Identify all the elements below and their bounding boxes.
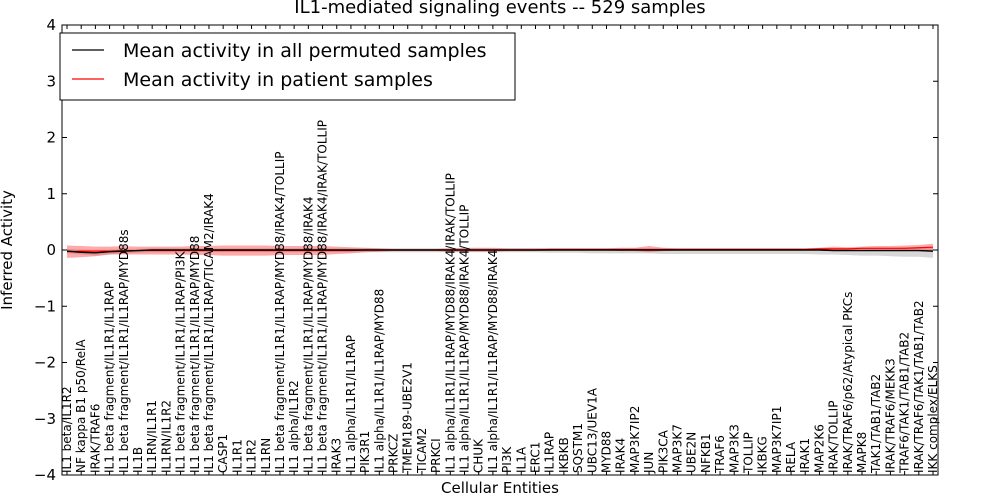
line-permuted-dots (66, 249, 934, 254)
y-tick-label: −4 (34, 466, 56, 484)
x-tick-label: JUN (642, 452, 656, 474)
y-tick-label: 4 (46, 16, 56, 34)
x-tick-label: IRAK/TRAF6/p62/Atypical PKCs (841, 292, 855, 473)
x-tick-label: IL1 alpha/IL1R2 (287, 380, 301, 473)
x-tick-label: IKBKB (557, 437, 571, 473)
x-tick-label: TMEM189-UBE2V1 (401, 362, 415, 474)
x-tick-label: MAP3K7 (670, 424, 684, 473)
x-tick-label: TRAF6 (713, 435, 727, 474)
x-tick-label: IRAK1 (798, 438, 812, 473)
x-tick-label: PRKCI (429, 438, 443, 473)
y-tick-label: 0 (46, 241, 56, 259)
x-tick-label: MAPK8 (855, 432, 869, 473)
x-tick-label: IRAK4 (614, 438, 628, 473)
x-tick-label: TOLLIP (741, 432, 755, 474)
x-tick-label: IL1RN/IL1R1 (145, 400, 159, 473)
x-tick-label: CASP1 (216, 434, 230, 473)
y-tick-label: −2 (34, 354, 56, 372)
x-tick-label: NFKB1 (699, 433, 713, 473)
x-tick-label: SQSTM1 (571, 423, 585, 473)
x-tick-label: IL1A (514, 446, 528, 473)
legend: Mean activity in all permuted samples Me… (59, 32, 516, 101)
x-tick-label: IL1 alpha/IL1R1/IL1RAP/MYD88 (372, 289, 386, 473)
x-tick-label: IKBKG (756, 436, 770, 473)
band-patient (67, 243, 933, 258)
x-tick-label: IKK complex/ELKS (926, 365, 940, 473)
x-tick-label: MAP3K7IP1 (770, 406, 784, 473)
x-tick-label: IL1R2 (245, 439, 259, 473)
y-tick-label: −1 (34, 297, 56, 315)
x-tick-label: CHUK (472, 438, 486, 473)
legend-label-patient: Mean activity in patient samples (123, 69, 433, 91)
x-tick-label: UBE2N (685, 432, 699, 473)
x-tick-label: RELA (784, 441, 798, 473)
x-tick-label: ERC1 (528, 442, 542, 473)
y-tick-label: −3 (34, 410, 56, 428)
x-tick-label: MAP3K7IP2 (628, 406, 642, 473)
x-tick-label: IL1 alpha/IL1R1/IL1RAP/MYD88/IRAK4/IRAK/… (443, 173, 457, 473)
x-tick-label: IL1 beta fragment/IL1R1/IL1RAP/MYD88/IRA… (301, 196, 315, 473)
y-axis: −4 −3 −2 −1 0 1 2 3 4 (34, 16, 938, 484)
x-tick-label: IL1 alpha/IL1R1/IL1RAP/MYD88/IRAK4 (486, 250, 500, 473)
x-tick-label: MAP2K6 (812, 424, 826, 473)
x-tick-label: IL1 beta fragment/IL1R1/IL1RAP (103, 282, 117, 473)
x-tick-label: IRAK/TRAF6 (88, 404, 102, 473)
x-tick-label: IRAK/TRAF6/MEKK3 (883, 358, 897, 473)
y-tick-label: 2 (46, 129, 56, 147)
x-tick-label: IRAK/TRAF6/TAK1/TAB1/TAB2 (912, 300, 926, 473)
x-tick-label: PIK3R1 (358, 431, 372, 473)
legend-label-permuted: Mean activity in all permuted samples (123, 40, 486, 62)
x-tick-label: NF kappa B1 p50/RelA (74, 339, 88, 473)
x-tick-label: IL1B (131, 447, 145, 473)
x-tick-label: IL1 beta fragment/IL1R1/IL1RAP/TICAM2/IR… (202, 193, 216, 473)
series-lines (66, 246, 934, 254)
y-tick-label: 3 (46, 72, 56, 90)
x-tick-label: PRKCZ (387, 434, 401, 473)
x-tick-label: TICAM2 (415, 428, 429, 474)
y-axis-title: Inferred Activity (0, 190, 16, 310)
x-tick-label: IL1 alpha/IL1R1/IL1RAP (344, 335, 358, 473)
y-tick-label: 1 (46, 185, 56, 203)
x-tick-label: IL1 beta fragment/IL1R1/IL1RAP/PI3K (174, 250, 188, 473)
x-tick-label: IL1RN/IL1R2 (159, 400, 173, 473)
x-tick-label: TAK1/TAB1/TAB2 (869, 374, 883, 474)
x-axis: IL1 beta/IL1R2 NF kappa B1 p50/RelA IRAK/T… (60, 25, 940, 475)
legend-box (59, 32, 516, 101)
x-tick-label: UBC13/UEV1A (585, 387, 599, 473)
x-tick-label: MYD88 (599, 431, 613, 473)
x-tick-label: IL1 beta fragment/IL1R1/IL1RAP/MYD88 (188, 236, 202, 473)
x-tick-label: IL1 beta/IL1R2 (60, 386, 74, 473)
x-tick-label: PIK3CA (656, 429, 670, 473)
x-tick-label: PI3K (500, 446, 514, 473)
x-tick-label: IL1 beta fragment/IL1R1/IL1RAP/MYD88/IRA… (316, 120, 330, 473)
x-tick-label: IL1 beta fragment/IL1R1/IL1RAP/MYD88/IRA… (273, 152, 287, 473)
x-tick-label: IL1 beta fragment/IL1R1/IL1RAP/MYD88s (117, 229, 131, 473)
x-tick-label: IL1RAP (543, 432, 557, 473)
x-tick-label: IL1R1 (230, 439, 244, 473)
x-tick-label: IL1RN (259, 438, 273, 473)
x-tick-label: MAP3K3 (727, 424, 741, 473)
x-tick-label: TRAF6/TAK1/TAB1/TAB2 (898, 332, 912, 474)
chart-title: IL1-mediated signaling events -- 529 sam… (294, 0, 705, 18)
x-tick-label: IL1 alpha/IL1R1/IL1RAP/MYD88/IRAK4/TOLLI… (458, 205, 472, 473)
x-tick-label: IRAK3 (330, 438, 344, 473)
x-axis-title: Cellular Entities (441, 479, 559, 497)
x-tick-label: IRAK/TOLLIP (827, 401, 841, 473)
